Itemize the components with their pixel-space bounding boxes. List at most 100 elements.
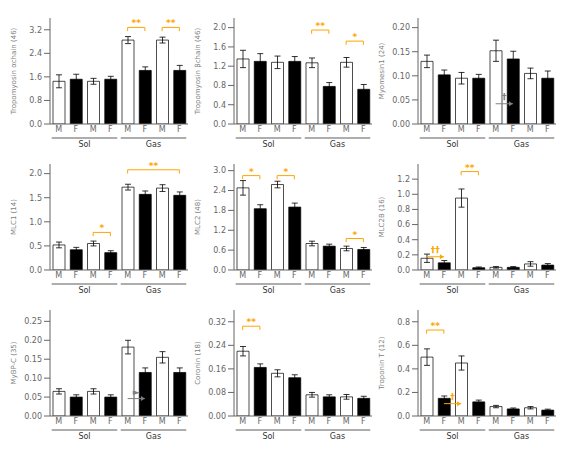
svg-text:F: F — [108, 271, 113, 280]
svg-text:0.15: 0.15 — [24, 355, 42, 364]
svg-text:F: F — [361, 125, 366, 134]
svg-text:1.2: 1.2 — [213, 226, 226, 235]
svg-text:2.0: 2.0 — [213, 23, 226, 32]
svg-text:**: ** — [465, 163, 475, 173]
svg-text:M: M — [458, 417, 465, 426]
svg-text:0.15: 0.15 — [392, 48, 410, 57]
svg-text:Gas: Gas — [514, 286, 529, 295]
svg-text:M: M — [423, 271, 430, 280]
svg-text:0.16: 0.16 — [208, 365, 226, 374]
svg-text:M: M — [274, 417, 281, 426]
svg-text:Sol: Sol — [78, 286, 90, 295]
svg-text:0.6: 0.6 — [213, 246, 226, 255]
svg-text:M: M — [55, 125, 62, 134]
svg-text:Coronin (18): Coronin (18) — [194, 341, 202, 385]
svg-text:0.0: 0.0 — [213, 120, 226, 129]
svg-text:M: M — [159, 417, 166, 426]
svg-text:M: M — [458, 271, 465, 280]
svg-text:0.2: 0.2 — [397, 388, 410, 397]
svg-text:F: F — [177, 271, 182, 280]
svg-text:F: F — [361, 271, 366, 280]
svg-text:0.6: 0.6 — [397, 341, 410, 350]
svg-text:0.0: 0.0 — [397, 412, 410, 421]
svg-text:3.2: 3.2 — [29, 26, 42, 35]
svg-text:0.08: 0.08 — [208, 388, 226, 397]
svg-text:Gas: Gas — [146, 140, 161, 149]
svg-text:Gas: Gas — [146, 286, 161, 295]
svg-text:F: F — [511, 271, 516, 280]
svg-text:0.0: 0.0 — [29, 120, 42, 129]
svg-text:**: ** — [132, 18, 142, 28]
svg-text:0.05: 0.05 — [392, 96, 410, 105]
svg-text:†: † — [502, 92, 507, 102]
svg-text:F: F — [327, 417, 332, 426]
svg-text:M: M — [124, 417, 131, 426]
svg-text:F: F — [74, 417, 79, 426]
svg-text:1.0: 1.0 — [397, 190, 410, 199]
svg-text:*: * — [99, 223, 104, 233]
svg-text:M: M — [239, 125, 246, 134]
svg-text:**: ** — [431, 321, 441, 331]
svg-text:F: F — [108, 417, 113, 426]
svg-text:0.0: 0.0 — [397, 266, 410, 275]
svg-text:1.6: 1.6 — [213, 43, 226, 52]
svg-text:1.0: 1.0 — [29, 218, 42, 227]
svg-text:M: M — [527, 417, 534, 426]
svg-text:*: * — [249, 167, 254, 177]
svg-text:F: F — [327, 125, 332, 134]
svg-text:Gas: Gas — [514, 432, 529, 441]
svg-text:F: F — [442, 271, 447, 280]
svg-text:Sol: Sol — [262, 286, 274, 295]
svg-text:F: F — [292, 125, 297, 134]
svg-text:0.4: 0.4 — [397, 236, 410, 245]
svg-text:0.8: 0.8 — [29, 96, 42, 105]
svg-text:M: M — [239, 417, 246, 426]
svg-text:**: ** — [149, 161, 159, 171]
svg-text:M: M — [159, 271, 166, 280]
svg-text:M: M — [124, 125, 131, 134]
svg-text:F: F — [545, 125, 550, 134]
svg-text:F: F — [327, 271, 332, 280]
svg-text:M: M — [308, 417, 315, 426]
svg-text:F: F — [361, 417, 366, 426]
svg-text:M: M — [527, 125, 534, 134]
svg-text:F: F — [476, 417, 481, 426]
svg-text:M: M — [343, 125, 350, 134]
svg-text:M: M — [492, 125, 499, 134]
svg-text:0.00: 0.00 — [208, 412, 226, 421]
svg-text:Gas: Gas — [330, 432, 345, 441]
svg-text:Gas: Gas — [330, 140, 345, 149]
svg-text:Sol: Sol — [78, 140, 90, 149]
svg-text:**: ** — [166, 18, 176, 28]
svg-text:M: M — [90, 271, 97, 280]
svg-text:0.10: 0.10 — [24, 374, 42, 383]
svg-text:0.20: 0.20 — [24, 336, 42, 345]
svg-text:0.6: 0.6 — [397, 220, 410, 229]
svg-text:MLC2B (16): MLC2B (16) — [378, 196, 386, 237]
svg-text:2.4: 2.4 — [29, 49, 42, 58]
svg-text:0.4: 0.4 — [397, 365, 410, 374]
svg-text:1.2: 1.2 — [213, 62, 226, 71]
svg-text:Sol: Sol — [78, 432, 90, 441]
svg-text:F: F — [545, 417, 550, 426]
svg-text:1.6: 1.6 — [29, 73, 42, 82]
svg-text:Gas: Gas — [330, 286, 345, 295]
svg-text:F: F — [511, 417, 516, 426]
svg-text:F: F — [292, 417, 297, 426]
svg-text:2.4: 2.4 — [213, 186, 226, 195]
svg-text:M: M — [343, 417, 350, 426]
svg-text:0.25: 0.25 — [24, 317, 42, 326]
svg-text:F: F — [292, 271, 297, 280]
svg-text:M: M — [90, 125, 97, 134]
svg-text:Tropomyosin αchain (46): Tropomyosin αchain (46) — [10, 27, 18, 115]
svg-text:►: ► — [133, 387, 140, 397]
svg-text:M: M — [55, 417, 62, 426]
svg-text:F: F — [545, 271, 550, 280]
svg-text:Sol: Sol — [262, 432, 274, 441]
svg-text:F: F — [442, 125, 447, 134]
svg-text:M: M — [308, 125, 315, 134]
svg-text:M: M — [124, 271, 131, 280]
svg-text:0.00: 0.00 — [24, 412, 42, 421]
svg-text:MLC2 (48): MLC2 (48) — [194, 199, 202, 235]
svg-text:F: F — [476, 125, 481, 134]
